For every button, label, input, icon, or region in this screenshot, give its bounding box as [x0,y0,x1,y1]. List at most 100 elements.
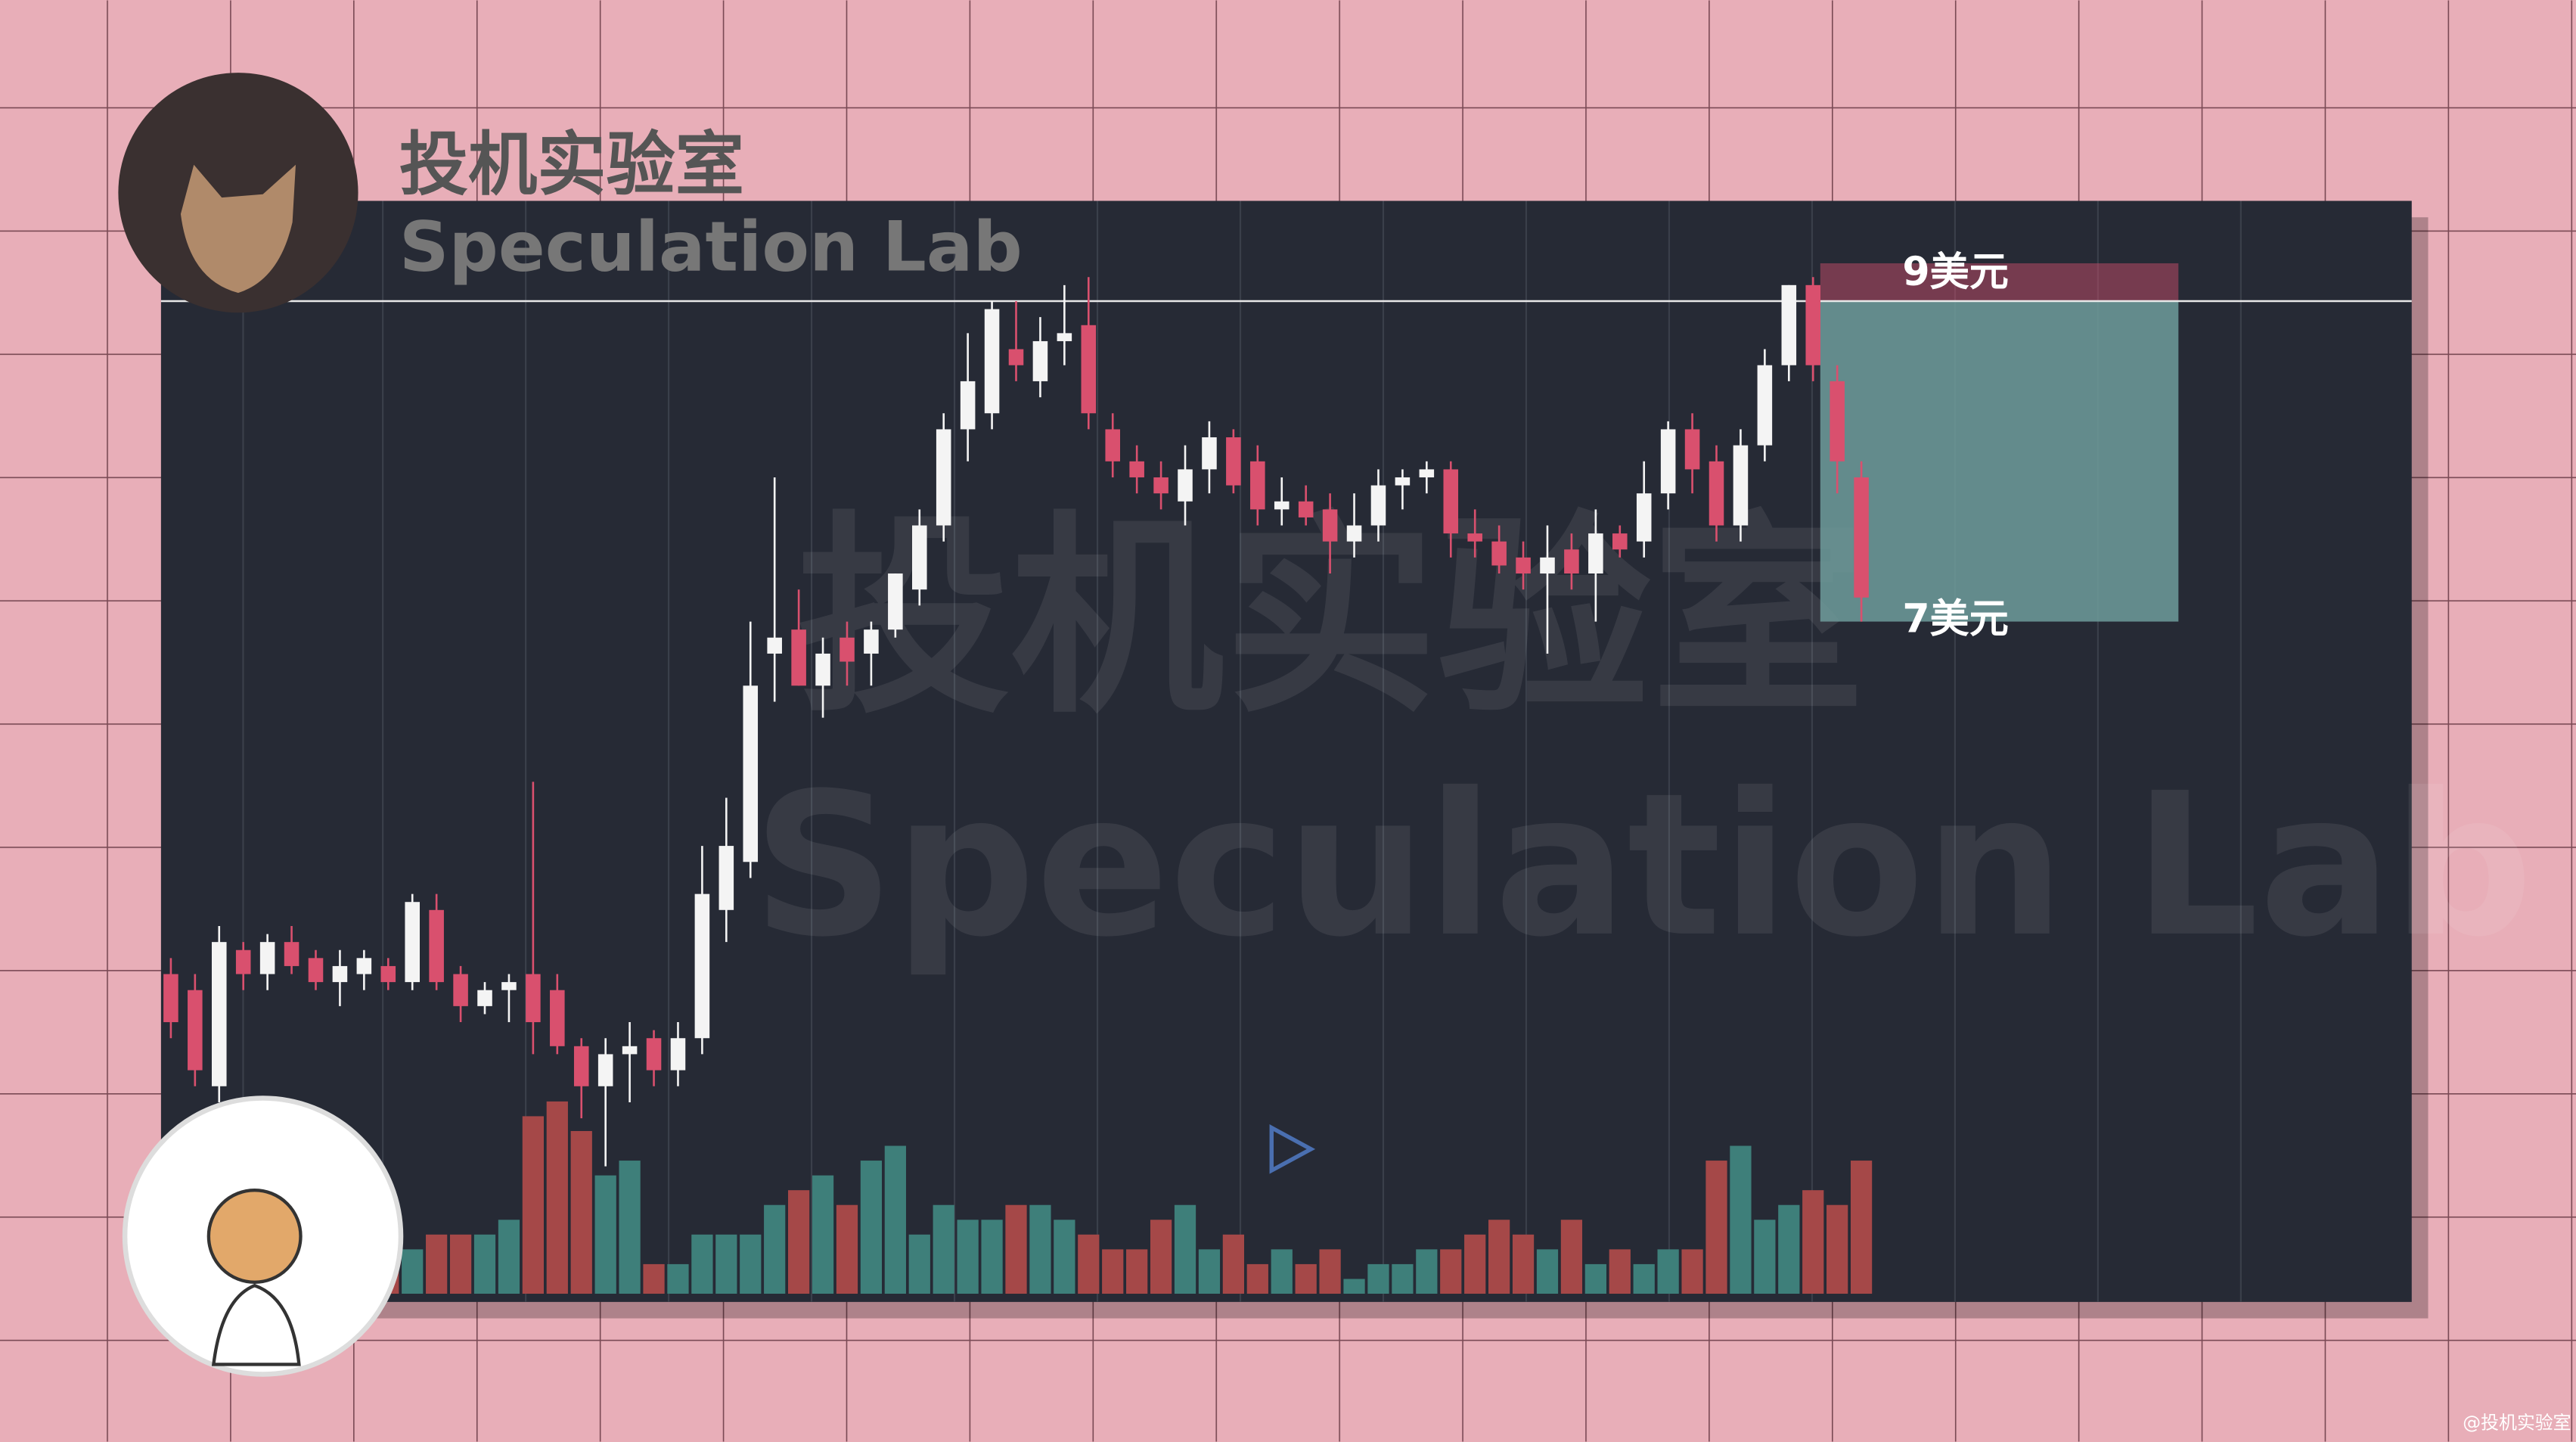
candle-body [1178,469,1193,502]
candle-body [163,974,178,1023]
candle-body [1057,333,1072,341]
candle-body [477,990,492,1006]
logo [118,73,358,313]
volume-bar [1054,1220,1075,1294]
avatar-body [211,1283,301,1366]
level-label: 9美元 [1902,250,2009,295]
volume-bar [594,1175,616,1294]
volume-bar [836,1204,858,1294]
volume-bar [740,1234,762,1294]
candle-body [1395,477,1411,486]
candle-body [1008,349,1024,365]
candle-body [1467,533,1482,542]
volume-bar [1029,1204,1051,1294]
candle-body [1612,533,1628,550]
candle-body [526,974,541,1023]
candle-body [1105,429,1121,462]
candle-body [1032,340,1048,381]
candle-body [356,958,372,974]
volume-bar [522,1116,544,1294]
volume-bar [1440,1249,1462,1294]
candle-body [380,965,396,983]
credit: @投机实验室 [2463,1412,2571,1434]
volume-bar [933,1204,954,1294]
candle-body [1370,485,1386,526]
candle-body [573,1046,589,1086]
target-zone [1820,301,2179,622]
volume-bar [860,1161,883,1294]
candle-body [1491,541,1507,566]
brand-subtitle: Speculation Lab [399,207,1023,287]
brand-title: 投机实验室 [399,124,744,205]
candle-body [259,942,275,974]
volume-bar [1295,1263,1317,1294]
watermark-subtitle: Speculation Lab [753,751,2533,980]
candle-body [1298,501,1314,517]
candle-body [791,629,806,686]
volume-bar [1367,1263,1389,1294]
candle-body [1854,477,1869,598]
volume-bar [1126,1249,1148,1294]
volume-bar [1102,1249,1124,1294]
volume-bar [1198,1249,1221,1294]
candle-body [1153,477,1169,494]
volume-bar [570,1130,592,1294]
volume-bar [473,1234,496,1294]
candle-body [1419,469,1435,477]
avatar-face [206,1188,303,1284]
volume-bar [1271,1249,1293,1294]
volume-bar [957,1220,979,1294]
volume-bar [1392,1263,1414,1294]
volume-bar [691,1234,713,1294]
volume-bar [1584,1263,1606,1294]
candle-body [597,1054,613,1086]
candle-body [936,429,951,526]
candle-body [815,653,830,686]
volume-bar [1705,1161,1727,1294]
candle-body [429,909,444,983]
volume-bar [1681,1249,1703,1294]
volume-bar [764,1204,786,1294]
volume-bar [1850,1161,1873,1294]
volume-bar [1488,1220,1510,1294]
candle-body [960,381,976,430]
volume-bar [1730,1145,1752,1294]
volume-bar [449,1234,472,1294]
volume-bar [402,1249,424,1294]
candle-body [332,965,348,983]
candle-body [1709,461,1724,526]
candle-body [1250,461,1265,510]
candle-body [284,942,299,966]
candle-body [1202,437,1217,470]
volume-bar [1416,1249,1438,1294]
volume-bar [788,1190,810,1294]
volume-bar [908,1234,930,1294]
volume-bar [1657,1249,1679,1294]
volume-bar [1005,1204,1027,1294]
candle-body [743,685,759,862]
candle-body [501,982,517,990]
volume-bar [981,1220,1003,1294]
volume-bar [1150,1220,1172,1294]
volume-bar [812,1175,834,1294]
volume-bar [1802,1190,1824,1294]
candle-body [1322,509,1338,542]
volume-bar [884,1145,906,1294]
candle-body [840,637,855,662]
play-icon [1269,1124,1316,1174]
candle-body [1346,525,1362,542]
volume-bar [667,1263,689,1294]
volume-bar [1826,1204,1848,1294]
candle-body [864,629,879,654]
candle-body [1733,445,1749,526]
candle-body [1830,381,1845,462]
candle-body [211,942,227,1086]
candle-body [1516,557,1531,574]
candle-body [1540,557,1555,574]
level-label: 7美元 [1902,597,2009,642]
candle-body [308,958,324,983]
candle-body [912,525,927,590]
candle-body [888,573,903,630]
